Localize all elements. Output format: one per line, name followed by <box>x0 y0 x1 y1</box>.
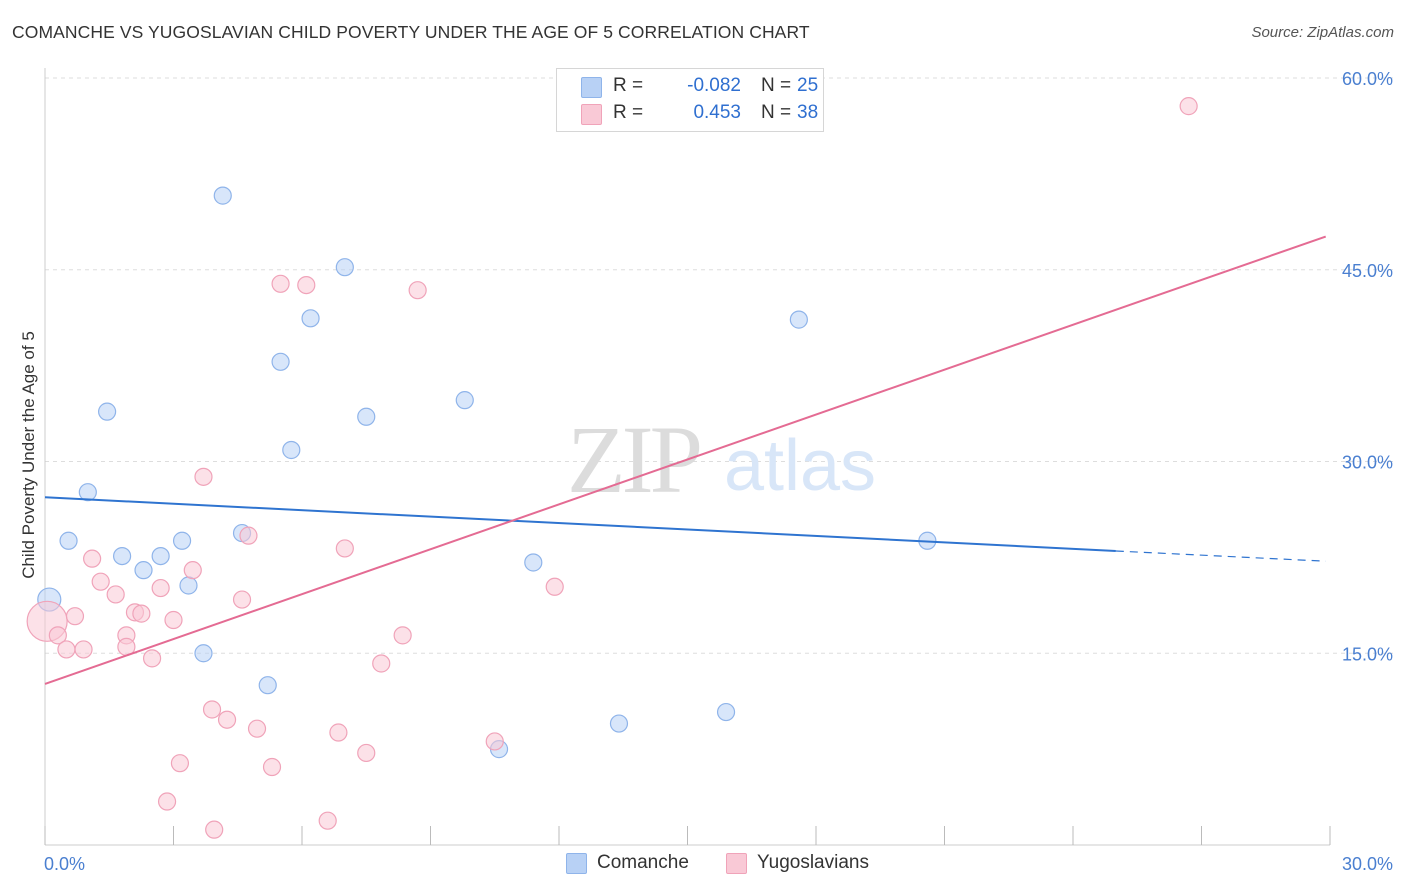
points-layer <box>26 97 1198 839</box>
legend-label: Yugoslavians <box>757 852 869 873</box>
comanche-swatch <box>566 853 587 874</box>
y-tick-label: 45.0% <box>1342 261 1393 281</box>
yugoslavians-point <box>262 757 282 777</box>
yugoslavians-point <box>485 732 504 751</box>
x-tick-label: 30.0% <box>1342 854 1393 874</box>
watermark-zip: ZIP <box>567 406 700 513</box>
comanche-point <box>172 531 192 550</box>
comanche-point <box>179 576 198 595</box>
chart-title: COMANCHE VS YUGOSLAVIAN CHILD POVERTY UN… <box>12 22 810 42</box>
yugoslavians-point <box>372 654 391 673</box>
source-credit: Source: ZipAtlas.com <box>1251 24 1394 41</box>
yugoslavians-point <box>65 607 85 626</box>
yugoslavians-trend-line <box>44 235 1327 685</box>
yugoslavians-point <box>151 578 170 598</box>
yugoslavians-point <box>170 754 190 773</box>
yugoslavians-point <box>205 820 224 839</box>
comanche-point <box>789 310 808 329</box>
n-value: 38 <box>797 102 819 123</box>
comanche-point <box>112 546 132 566</box>
yugoslavians-point <box>157 792 177 811</box>
comanche-point <box>271 352 290 371</box>
y-tick-label: 60.0% <box>1342 69 1393 89</box>
comanche-point <box>59 531 78 550</box>
yugoslavians-point <box>217 710 237 729</box>
watermark-atlas: atlas <box>724 426 876 506</box>
comanche-point <box>98 402 117 421</box>
yugoslavians-point <box>329 723 348 742</box>
comanche-point <box>194 644 213 663</box>
r-label: R = <box>613 75 644 96</box>
comanche-point <box>258 676 277 695</box>
yugoslavians-point <box>408 281 427 300</box>
n-label: N = <box>761 102 792 123</box>
comanche-point <box>282 440 301 460</box>
yugoslavians-point <box>393 626 412 645</box>
watermark: ZIP atlas <box>567 406 876 513</box>
correlation-legend: R = -0.082 N = 25 R = 0.453 N = 38 <box>556 68 824 132</box>
comanche-point <box>609 714 629 733</box>
comanche-point <box>524 553 543 572</box>
yugoslavians-point <box>183 561 202 580</box>
comanche-trend-extension <box>1115 550 1326 562</box>
r-value: -0.082 <box>687 75 741 96</box>
y-tick-label: 15.0% <box>1342 644 1393 664</box>
comanche-point <box>357 407 376 426</box>
yugoslavians-point <box>91 572 110 591</box>
legend-label: Comanche <box>597 852 689 873</box>
comanche-point <box>716 702 736 722</box>
yugoslavians-point <box>297 275 316 295</box>
yugoslavians-point <box>232 590 252 609</box>
yugoslavians-point <box>335 539 354 558</box>
x-tick-label: 0.0% <box>44 854 85 874</box>
yugoslavians-point <box>74 640 93 659</box>
comanche-point <box>301 309 320 328</box>
r-label: R = <box>613 102 644 123</box>
r-value: 0.453 <box>693 102 741 123</box>
yugoslavians-point <box>1179 97 1198 116</box>
comanche-point <box>134 561 153 580</box>
tick-labels: 15.0% 30.0% 45.0% 60.0% 0.0% 30.0% <box>44 69 1393 874</box>
yugoslavians-point <box>106 585 125 604</box>
yugoslavians-point <box>48 626 67 645</box>
series-legend: Comanche Yugoslavians <box>0 852 1406 878</box>
grid-layer <box>45 77 1395 654</box>
yugoslavians-point <box>142 649 162 668</box>
yugoslavians-point <box>247 719 267 738</box>
comanche-point <box>151 546 170 566</box>
yugoslavians-point <box>194 467 213 486</box>
comanche-point <box>78 483 97 502</box>
n-label: N = <box>761 75 792 96</box>
yugoslavians-point <box>318 811 337 830</box>
yugoslavians-point <box>545 577 564 596</box>
yugoslavians-point <box>83 549 102 568</box>
yugoslavians-point <box>57 640 76 659</box>
comanche-point <box>455 391 474 410</box>
comanche-point <box>213 186 232 205</box>
comanche-swatch <box>581 77 602 98</box>
comanche-point <box>335 258 354 277</box>
comanche-trend-line <box>44 496 1116 552</box>
yugoslavians-swatch <box>581 104 602 125</box>
yugoslavians-point <box>357 743 376 763</box>
y-tick-label: 30.0% <box>1342 453 1393 473</box>
trend-layer <box>44 235 1327 685</box>
yugoslavians-point <box>271 274 290 293</box>
axis-layer <box>44 68 1331 846</box>
n-value: 25 <box>797 75 819 96</box>
y-axis-label: Child Poverty Under the Age of 5 <box>19 331 38 579</box>
yugoslavians-point <box>132 604 151 623</box>
yugoslavians-point <box>202 700 222 719</box>
yugoslavians-point <box>239 526 258 545</box>
yugoslavians-swatch <box>726 853 747 874</box>
yugoslavians-point <box>164 610 183 630</box>
